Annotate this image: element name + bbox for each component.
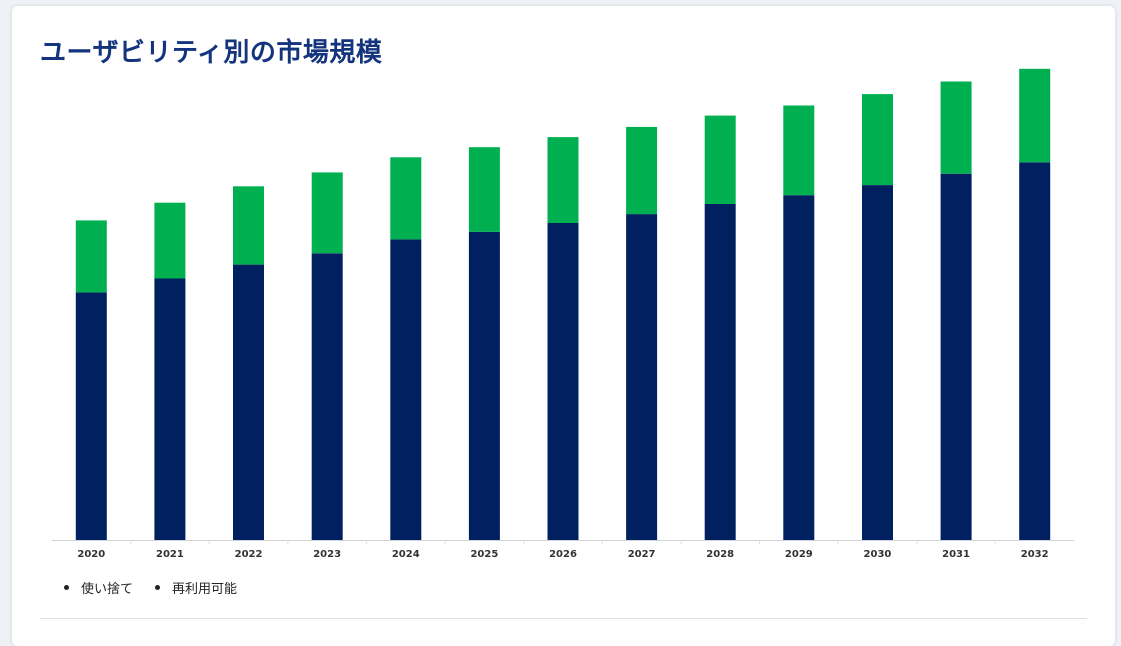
- bar-disposable-2030[interactable]: [862, 185, 893, 540]
- bar-reusable-2020[interactable]: [75, 220, 107, 293]
- bullet-icon: [64, 585, 69, 590]
- bar-reusable-2026[interactable]: [547, 137, 579, 223]
- x-tick-label: 2023: [313, 549, 341, 560]
- bar-disposable-2023[interactable]: [311, 253, 343, 541]
- bar-reusable-2032[interactable]: [1019, 68, 1051, 163]
- bar-reusable-2030[interactable]: [862, 94, 893, 185]
- bar-disposable-2029[interactable]: [783, 195, 815, 540]
- legend-label-reusable: 再利用可能: [172, 582, 238, 597]
- bar-disposable-2021[interactable]: [154, 278, 186, 541]
- bar-disposable-2022[interactable]: [233, 264, 264, 540]
- x-tick-label: 2026: [549, 549, 577, 560]
- x-tick-label: 2025: [470, 549, 498, 560]
- chart-title: ユーザビリティ別の市場規模: [40, 38, 383, 68]
- divider: [40, 618, 1087, 619]
- bar-reusable-2023[interactable]: [311, 172, 343, 254]
- x-tick-label: 2029: [785, 549, 813, 560]
- bar-disposable-2020[interactable]: [75, 292, 107, 540]
- bar-disposable-2025[interactable]: [468, 231, 500, 541]
- bar-reusable-2027[interactable]: [626, 126, 658, 215]
- bar-disposable-2031[interactable]: [940, 173, 972, 540]
- x-tick-label: 2020: [77, 549, 105, 560]
- bar-disposable-2026[interactable]: [547, 222, 579, 540]
- x-tick-label: 2021: [156, 549, 184, 560]
- bar-reusable-2025[interactable]: [468, 147, 500, 232]
- x-tick-label: 2028: [706, 549, 734, 560]
- x-tick-label: 2022: [235, 549, 263, 560]
- legend-label-disposable: 使い捨て: [81, 582, 134, 597]
- x-tick-label: 2032: [1021, 549, 1049, 560]
- bar-disposable-2032[interactable]: [1019, 162, 1051, 541]
- legend: 使い捨て 再利用可能: [64, 578, 237, 597]
- bar-reusable-2028[interactable]: [704, 115, 736, 204]
- x-tick-label: 2024: [392, 549, 420, 560]
- bar-reusable-2021[interactable]: [154, 202, 186, 279]
- x-tick-label: 2031: [942, 549, 970, 560]
- bar-disposable-2024[interactable]: [390, 239, 422, 540]
- x-tick-label: 2030: [864, 549, 892, 560]
- bar-chart: 2020 2021 2022 2023 2024 2025 2026 2027 2028 2029…: [52, 68, 1074, 560]
- x-tick-label: 2027: [628, 549, 656, 560]
- bar-reusable-2029[interactable]: [783, 105, 815, 196]
- legend-item-disposable[interactable]: 使い捨て: [64, 578, 133, 597]
- bar-reusable-2024[interactable]: [390, 157, 422, 240]
- bar-disposable-2028[interactable]: [704, 204, 736, 540]
- bar-reusable-2022[interactable]: [233, 186, 264, 265]
- bullet-icon: [155, 585, 161, 590]
- bar-reusable-2031[interactable]: [940, 81, 972, 174]
- legend-item-reusable[interactable]: 再利用可能: [155, 578, 237, 597]
- bar-disposable-2027[interactable]: [626, 214, 658, 540]
